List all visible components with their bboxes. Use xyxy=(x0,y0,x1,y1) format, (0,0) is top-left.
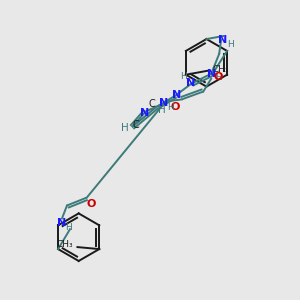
Text: CH₃: CH₃ xyxy=(57,240,74,249)
Text: H: H xyxy=(180,72,187,81)
Text: H: H xyxy=(66,223,72,232)
Text: N: N xyxy=(207,69,216,79)
Text: CH₃: CH₃ xyxy=(213,65,229,74)
Text: H: H xyxy=(227,40,233,50)
Text: O: O xyxy=(171,102,180,112)
Text: N: N xyxy=(218,35,228,45)
Text: C: C xyxy=(148,99,155,110)
Text: N: N xyxy=(172,89,181,100)
Text: H: H xyxy=(121,123,129,133)
Text: N: N xyxy=(186,78,195,88)
Text: H: H xyxy=(215,73,221,82)
Text: N: N xyxy=(57,218,67,228)
Text: N: N xyxy=(159,98,168,108)
Text: O: O xyxy=(214,72,223,82)
Text: C: C xyxy=(133,120,139,130)
Text: O: O xyxy=(86,200,95,209)
Text: H: H xyxy=(167,103,174,112)
Text: N: N xyxy=(140,108,149,118)
Text: H: H xyxy=(158,105,166,116)
